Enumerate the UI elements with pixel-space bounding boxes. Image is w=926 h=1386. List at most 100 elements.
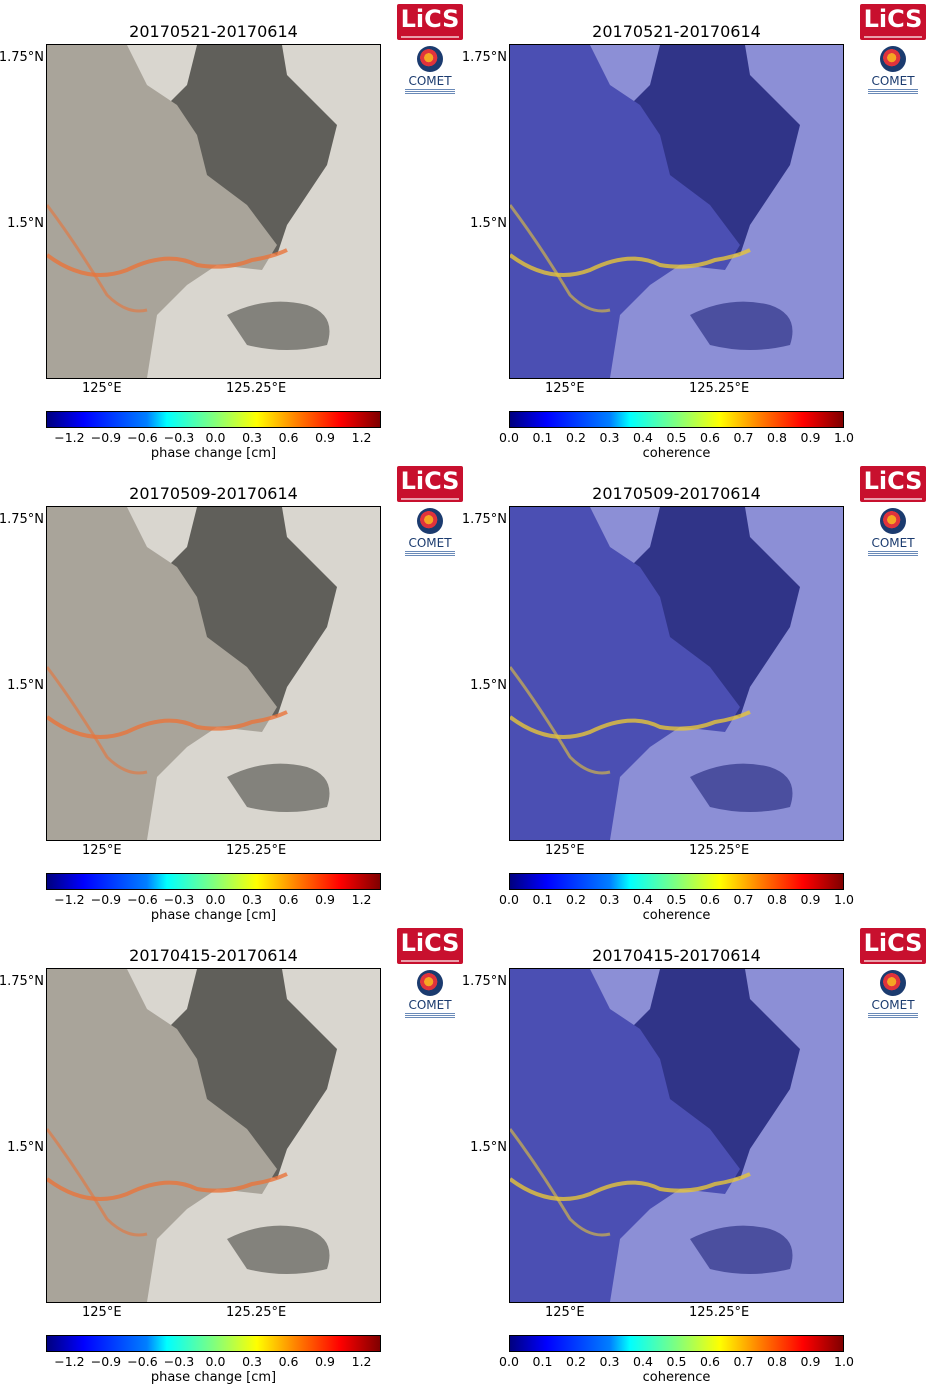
colorbar-tick-label: 0.8 xyxy=(767,892,787,907)
colorbar-ticks: 0.0 0.1 0.2 0.3 0.4 0.5 0.6 0.7 0.8 0.9 1.0 xyxy=(499,892,854,908)
colorbar-tick-label: 0.7 xyxy=(733,892,754,907)
lat-tick-label: 1.75°N xyxy=(461,512,507,527)
map-image xyxy=(47,969,380,1302)
colorbar-tick-label: 1.0 xyxy=(834,892,854,907)
lat-tick-label: 1.5°N xyxy=(470,1140,507,1155)
lat-tick-label: 1.75°N xyxy=(0,974,44,989)
colorbar-tick-label: 0.3 xyxy=(242,1354,262,1369)
comet-logo-text: COMET xyxy=(871,536,915,550)
colorbar-tick-label: −0.6 xyxy=(127,1354,158,1369)
colorbar-tick-label: 0.6 xyxy=(700,430,720,445)
land-area xyxy=(510,969,740,1302)
colorbar-tick-label: −0.9 xyxy=(90,892,122,907)
comet-logo-icon xyxy=(880,46,906,72)
colorbar-tick-label: 0.9 xyxy=(315,1354,335,1369)
colorbar-ticks: −1.2 −0.9 −0.6 −0.3 0.0 0.3 0.6 0.9 1.2 xyxy=(46,1354,381,1370)
lon-tick-label: 125.25°E xyxy=(226,381,287,396)
colorbar-tick-label: 0.3 xyxy=(599,892,620,907)
lics-logo: LiCS xyxy=(860,928,926,964)
lat-tick-label: 1.5°N xyxy=(7,216,44,231)
lon-tick-label: 125°E xyxy=(82,381,122,396)
signal-band-west xyxy=(47,666,148,775)
colorbar-tick-label: 1.0 xyxy=(834,1354,854,1369)
lat-tick-label: 1.5°N xyxy=(7,1140,44,1155)
colorbar-tick-label: 1.0 xyxy=(834,430,854,445)
colorbar-tick-label: 0.6 xyxy=(278,430,299,445)
comet-logo-subtext xyxy=(405,1013,455,1019)
comet-logo-text: COMET xyxy=(408,536,452,550)
colorbar-tick-label: 0.7 xyxy=(733,1354,754,1369)
phase-panel-5: 20170415-20170614 1.75°N 1.5°N 125°E 125.25… xyxy=(0,924,463,1386)
colorbar-tick-label: −0.3 xyxy=(163,430,195,445)
lon-tick-label: 125°E xyxy=(545,843,585,858)
map-image xyxy=(510,507,843,840)
land-area xyxy=(47,507,277,840)
map-image xyxy=(47,507,380,840)
phase-map xyxy=(46,44,381,379)
colorbar-tick-label: 0.0 xyxy=(205,892,226,907)
colorbar-tick-label: −0.6 xyxy=(127,892,158,907)
lics-logo: LiCS xyxy=(860,4,926,40)
colorbar-tick-label: 1.2 xyxy=(351,1354,372,1369)
colorbar-tick-label: 0.0 xyxy=(499,1354,519,1369)
colorbar-tick-label: 0.2 xyxy=(566,1354,586,1369)
colorbar-label: phase change [cm] xyxy=(150,908,277,923)
lat-tick-label: 1.75°N xyxy=(0,512,44,527)
lat-tick-label: 1.75°N xyxy=(461,974,507,989)
panel-title: 20170521-20170614 xyxy=(592,22,761,41)
lon-tick-label: 125.25°E xyxy=(226,843,287,858)
colorbar-tick-label: −1.2 xyxy=(54,1354,85,1369)
land-area xyxy=(47,45,277,378)
dark-patch xyxy=(690,763,793,812)
lics-logo-text: LiCS xyxy=(400,5,460,33)
colorbar-ticks: −1.2 −0.9 −0.6 −0.3 0.0 0.3 0.6 0.9 1.2 xyxy=(46,430,381,446)
colorbar-tick-label: −0.9 xyxy=(90,430,122,445)
colorbar-tick-label: −0.3 xyxy=(163,1354,195,1369)
colorbar-tick-label: 0.0 xyxy=(499,430,519,445)
colorbar-tick-label: 0.6 xyxy=(700,892,720,907)
colorbar-tick-label: 0.6 xyxy=(278,892,299,907)
lics-logo-strip xyxy=(864,498,922,500)
coherence-panel-6: 20170415-20170614 1.75°N 1.5°N 125°E 125.25… xyxy=(461,924,926,1386)
colorbar-tick-label: 0.2 xyxy=(566,430,586,445)
lat-tick-label: 1.75°N xyxy=(0,50,44,65)
colorbar-tick-label: 0.6 xyxy=(278,1354,299,1369)
colorbar xyxy=(46,411,381,428)
land-area xyxy=(47,969,277,1302)
lics-logo-text: LiCS xyxy=(863,5,923,33)
lics-logo-text: LiCS xyxy=(863,929,923,957)
map-image xyxy=(510,969,843,1302)
lon-tick-label: 125°E xyxy=(545,1305,585,1320)
colorbar-tick-label: −0.9 xyxy=(90,1354,122,1369)
colorbar-label: coherence xyxy=(642,1370,711,1385)
lat-tick-label: 1.75°N xyxy=(461,50,507,65)
panel-title: 20170415-20170614 xyxy=(129,946,298,965)
colorbar-tick-label: −0.3 xyxy=(163,892,195,907)
dark-patch xyxy=(227,1225,330,1274)
lon-tick-label: 125.25°E xyxy=(689,381,750,396)
colorbar-tick-label: 0.3 xyxy=(242,430,262,445)
comet-logo-subtext xyxy=(868,551,918,557)
lics-logo-text: LiCS xyxy=(863,467,923,495)
lat-tick-label: 1.5°N xyxy=(7,678,44,693)
phase-map xyxy=(46,506,381,841)
coherence-map xyxy=(509,44,844,379)
land-area xyxy=(510,507,740,840)
comet-logo-icon xyxy=(880,970,906,996)
colorbar-tick-label: 0.1 xyxy=(532,1354,553,1369)
colorbar-label: phase change [cm] xyxy=(150,446,277,461)
colorbar-ticks: 0.0 0.1 0.2 0.3 0.4 0.5 0.6 0.7 0.8 0.9 1.0 xyxy=(499,1354,854,1370)
lics-logo: LiCS xyxy=(397,4,463,40)
lics-logo: LiCS xyxy=(397,928,463,964)
colorbar-tick-label: 0.0 xyxy=(205,430,226,445)
colorbar-tick-label: 0.5 xyxy=(666,892,687,907)
colorbar-tick-label: 0.9 xyxy=(315,430,335,445)
colorbar xyxy=(509,411,844,428)
colorbar xyxy=(509,873,844,890)
lon-tick-label: 125°E xyxy=(82,1305,122,1320)
signal-band-west xyxy=(510,666,611,775)
colorbar-tick-label: 0.8 xyxy=(767,1354,787,1369)
lics-logo-strip xyxy=(401,498,459,500)
colorbar-tick-label: 1.2 xyxy=(351,430,372,445)
colorbar-label: phase change [cm] xyxy=(150,1370,277,1385)
